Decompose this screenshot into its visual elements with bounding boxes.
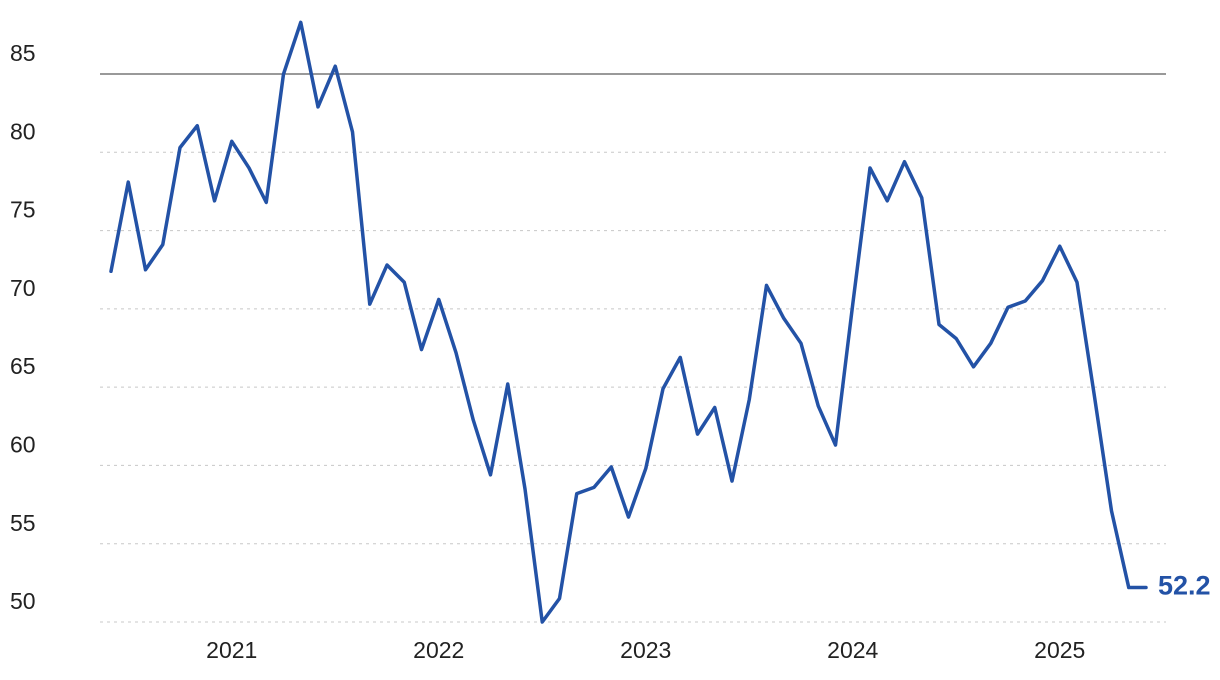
y-tick-label: 75 — [10, 197, 36, 223]
data-line — [109, 20, 1148, 624]
y-tick-label: 80 — [10, 118, 36, 144]
y-tick-label: 55 — [10, 510, 36, 536]
x-tick-label: 2022 — [413, 637, 464, 663]
y-tick-label: 60 — [10, 432, 36, 458]
y-tick-label: 85 — [10, 40, 36, 66]
x-tick-label: 2021 — [206, 637, 257, 663]
x-tick-label: 2024 — [827, 637, 878, 663]
y-tick-label: 65 — [10, 353, 36, 379]
y-tick-label: 50 — [10, 588, 36, 614]
x-tick-label: 2025 — [1034, 637, 1085, 663]
y-tick-label: 70 — [10, 275, 36, 301]
x-tick-label: 2023 — [620, 637, 671, 663]
last-value-label: 52.2 — [1158, 571, 1211, 601]
